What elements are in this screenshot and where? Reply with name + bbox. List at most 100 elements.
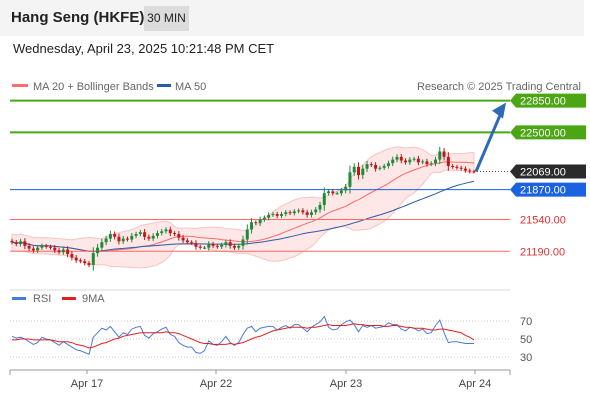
candle-body bbox=[53, 247, 57, 251]
candle-body bbox=[237, 245, 241, 248]
candle-body bbox=[36, 247, 40, 251]
candle bbox=[130, 232, 134, 243]
candle bbox=[378, 165, 382, 171]
candle bbox=[224, 239, 228, 248]
candle-body bbox=[143, 232, 147, 237]
candle bbox=[267, 212, 271, 221]
timeframe-button[interactable]: 30 MIN bbox=[144, 6, 189, 31]
candle bbox=[100, 238, 104, 252]
candle-body bbox=[164, 229, 168, 232]
candle-body bbox=[245, 229, 249, 240]
legend-ma50-swatch bbox=[157, 84, 171, 87]
legend-rsi-label: RSI bbox=[33, 293, 51, 305]
candle-body bbox=[275, 214, 279, 216]
level-label-support: 21190.00 bbox=[520, 246, 565, 258]
legend-9ma-swatch bbox=[62, 297, 76, 300]
level-tag-pivot bbox=[510, 182, 586, 197]
chart-header: Hang Seng (HKFE) 30 MIN bbox=[0, 0, 584, 36]
candle bbox=[374, 162, 378, 172]
candle bbox=[395, 154, 399, 163]
candle bbox=[318, 201, 322, 213]
candle bbox=[177, 231, 181, 241]
candle bbox=[463, 166, 467, 173]
level-tag-resistance bbox=[510, 125, 586, 140]
candle-body bbox=[49, 246, 52, 248]
candle-body bbox=[83, 261, 87, 264]
candle bbox=[203, 246, 206, 250]
candle bbox=[232, 243, 236, 250]
candle-body bbox=[271, 214, 275, 216]
candle bbox=[126, 236, 129, 242]
candle-body bbox=[224, 242, 228, 245]
candle bbox=[57, 248, 61, 255]
candle-body bbox=[173, 233, 177, 235]
candle bbox=[83, 259, 87, 266]
candle-body bbox=[181, 237, 185, 241]
candle-body bbox=[301, 210, 305, 213]
candle-body bbox=[314, 209, 318, 213]
candle-body bbox=[40, 245, 44, 248]
candle-body bbox=[113, 234, 117, 237]
candle-body bbox=[399, 156, 403, 161]
candle bbox=[134, 231, 138, 239]
candle-body bbox=[292, 211, 296, 214]
candle bbox=[382, 163, 386, 171]
rsi-tick-label: 50 bbox=[520, 334, 532, 346]
candle-body bbox=[177, 234, 181, 238]
candle bbox=[429, 161, 433, 167]
candle bbox=[284, 209, 288, 217]
candle bbox=[468, 168, 472, 174]
candle-body bbox=[70, 254, 74, 258]
candle-body bbox=[254, 222, 258, 224]
candle-body bbox=[339, 190, 343, 194]
level-label-pivot: 21870.00 bbox=[520, 185, 566, 197]
candle bbox=[399, 153, 403, 164]
x-tick-label: Apr 22 bbox=[200, 378, 232, 390]
candle-body bbox=[382, 165, 386, 168]
candle bbox=[327, 189, 331, 196]
candle bbox=[14, 239, 18, 247]
candle-body bbox=[87, 263, 91, 265]
projection-arrow-shaft bbox=[474, 110, 504, 173]
candle-body bbox=[138, 232, 142, 235]
datetime-label: Wednesday, April 23, 2025 10:21:48 PM CE… bbox=[13, 41, 275, 56]
candle-body bbox=[459, 167, 463, 169]
candle-body bbox=[155, 233, 159, 236]
candle bbox=[36, 245, 40, 253]
candle-body bbox=[151, 235, 155, 239]
candle bbox=[314, 206, 318, 215]
candle bbox=[459, 165, 463, 171]
candle bbox=[207, 241, 211, 251]
candle-body bbox=[262, 217, 266, 220]
candle bbox=[211, 241, 215, 249]
candle bbox=[301, 208, 305, 215]
candle-body bbox=[258, 219, 262, 224]
candle-body bbox=[455, 166, 459, 168]
candle bbox=[472, 169, 476, 174]
candle bbox=[446, 152, 450, 171]
candle bbox=[164, 227, 168, 234]
legend-9ma-label: 9MA bbox=[82, 293, 105, 305]
candle bbox=[280, 211, 283, 219]
candle bbox=[258, 216, 262, 227]
candle bbox=[194, 240, 198, 250]
candle-body bbox=[198, 246, 202, 248]
candle bbox=[78, 258, 82, 264]
candle-body bbox=[318, 204, 322, 210]
candle-body bbox=[438, 151, 442, 160]
rsi-tick-label: 30 bbox=[520, 352, 532, 364]
candle bbox=[220, 242, 224, 250]
candle-body bbox=[322, 193, 326, 205]
candle bbox=[53, 245, 57, 253]
candle-body bbox=[74, 257, 78, 261]
candle bbox=[74, 255, 78, 263]
candle-body bbox=[190, 242, 194, 244]
candle-body bbox=[297, 210, 301, 212]
candle bbox=[451, 164, 455, 169]
candle bbox=[361, 164, 365, 179]
candle-body bbox=[408, 159, 412, 163]
candle bbox=[271, 212, 275, 217]
candle-body bbox=[215, 245, 219, 247]
legend-ma50-label: MA 50 bbox=[175, 81, 206, 93]
candle bbox=[305, 209, 309, 218]
